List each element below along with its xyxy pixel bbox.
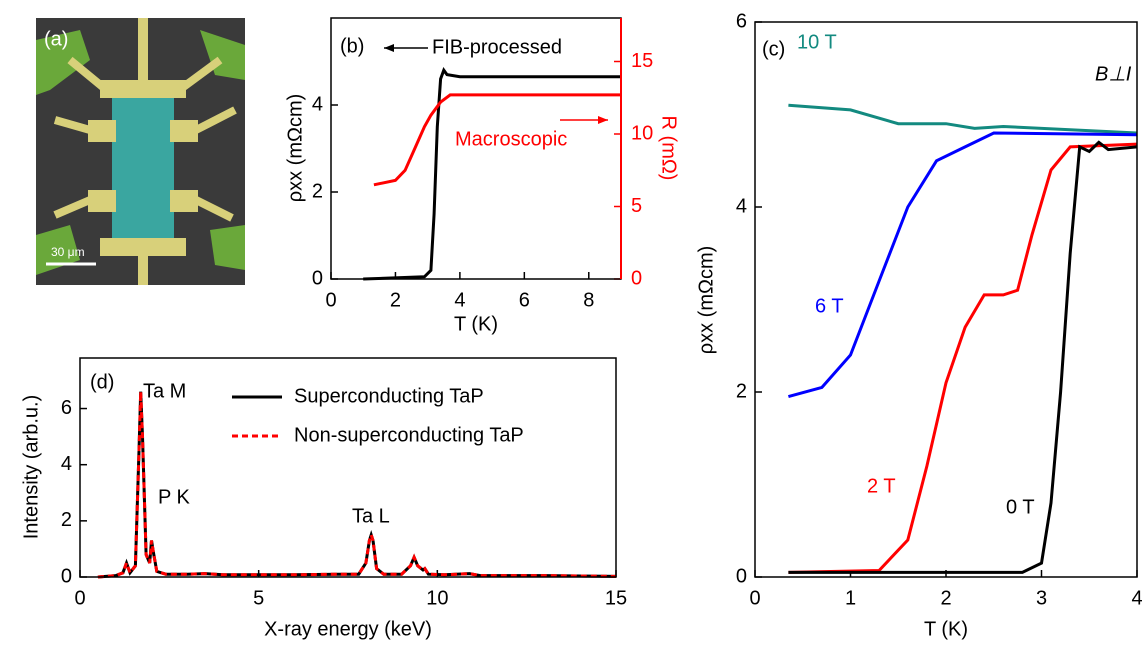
x-tick-label: 10 xyxy=(426,587,448,609)
series-label: 10 T xyxy=(797,31,837,53)
x-axis-label: X-ray energy (keV) xyxy=(264,618,432,640)
x-tick-label: 8 xyxy=(583,289,594,311)
series-label: 6 T xyxy=(815,295,844,317)
series-label: 2 T xyxy=(867,475,896,497)
scale-bar-label: 30 μm xyxy=(51,245,85,259)
x-tick-label: 0 xyxy=(749,587,760,609)
y-tick-label: 0 xyxy=(736,565,747,587)
y2-axis-label: R (mΩ) xyxy=(658,116,680,181)
y-axis-label: Intensity (arb.u.) xyxy=(20,395,42,540)
panel-label: (a) xyxy=(44,28,68,50)
arrow-head xyxy=(598,116,608,124)
data-line xyxy=(373,93,621,187)
y-tick-label: 2 xyxy=(736,380,747,402)
x-tick-label: 2 xyxy=(940,587,951,609)
data-line xyxy=(788,103,1138,135)
y2-tick-label: 10 xyxy=(631,122,653,144)
chart-panel: 0 2 4 6 8 0 2 4 0 5 10 15 (b) T (K) ρxx (mΩcm) R (mΩ) FI… xyxy=(284,17,680,335)
annotation: Ta M xyxy=(143,380,186,402)
annotation: Ta L xyxy=(352,505,390,527)
y-tick-label: 2 xyxy=(312,180,323,202)
x-tick-label: 4 xyxy=(454,289,465,311)
y-tick-label: 0 xyxy=(61,565,72,587)
x-axis-label: T (K) xyxy=(924,618,968,640)
y-tick-label: 4 xyxy=(61,453,72,475)
panel-label: (b) xyxy=(340,35,364,57)
data-line xyxy=(97,391,617,579)
annotation: Macroscopic xyxy=(455,128,567,150)
annotation: B⊥I xyxy=(1095,63,1132,85)
x-tick-label: 6 xyxy=(519,289,530,311)
plot-frame xyxy=(79,357,617,578)
legend-label: Non-superconducting TaP xyxy=(294,424,524,446)
data-line xyxy=(788,140,1138,574)
x-tick-label: 0 xyxy=(325,289,336,311)
panel-label: (d) xyxy=(90,371,114,393)
x-tick-label: 5 xyxy=(253,587,264,609)
x-tick-label: 2 xyxy=(390,289,401,311)
y-tick-label: 4 xyxy=(736,195,747,217)
x-tick-label: 3 xyxy=(1036,587,1047,609)
y-tick-label: 6 xyxy=(61,397,72,419)
y-tick-label: 6 xyxy=(736,10,747,32)
y-tick-label: 4 xyxy=(312,93,323,115)
y-axis-label: ρxx (mΩcm) xyxy=(284,94,306,203)
y2-tick-label: 5 xyxy=(631,195,642,217)
y-tick-label: 0 xyxy=(312,267,323,289)
x-tick-label: 0 xyxy=(74,587,85,609)
chart-panel: 0 1 2 3 4 0 2 4 6 10 T 6 T 2 T 0 T (c) T (K) ρxx (mΩcm)… xyxy=(695,10,1142,640)
legend-label: Superconducting TaP xyxy=(294,385,484,407)
y2-tick-label: 15 xyxy=(631,50,653,72)
x-tick-label: 15 xyxy=(605,587,627,609)
data-line xyxy=(788,142,1138,574)
plot-frame xyxy=(754,21,1138,578)
y2-tick-label: 0 xyxy=(631,267,642,289)
chart-panel: 0 5 10 15 0 2 4 6 Superconducting TaP Non-superco… xyxy=(20,357,627,640)
y-axis-label: ρxx (mΩcm) xyxy=(695,246,717,355)
data-line xyxy=(97,391,617,579)
panel-label: (c) xyxy=(762,38,785,60)
series-label: 0 T xyxy=(1006,496,1035,518)
annotation: P K xyxy=(158,486,191,508)
x-axis-label: T (K) xyxy=(454,313,498,335)
annotation: FIB-processed xyxy=(432,36,562,58)
data-line xyxy=(788,131,1138,399)
sem-image: (a) 30 μm xyxy=(36,18,245,285)
arrow-head xyxy=(384,44,394,52)
x-tick-label: 1 xyxy=(845,587,856,609)
y-tick-label: 2 xyxy=(61,509,72,531)
x-tick-label: 4 xyxy=(1131,587,1142,609)
